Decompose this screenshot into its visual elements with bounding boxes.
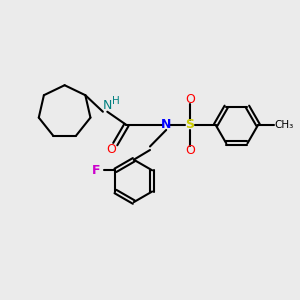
Text: N: N	[161, 118, 171, 131]
Text: CH₃: CH₃	[274, 120, 293, 130]
Text: H: H	[112, 95, 119, 106]
Text: O: O	[185, 144, 195, 157]
Text: F: F	[92, 164, 100, 177]
Text: N: N	[103, 99, 112, 112]
Text: S: S	[185, 118, 194, 131]
Text: O: O	[106, 143, 116, 156]
Text: O: O	[185, 93, 195, 106]
